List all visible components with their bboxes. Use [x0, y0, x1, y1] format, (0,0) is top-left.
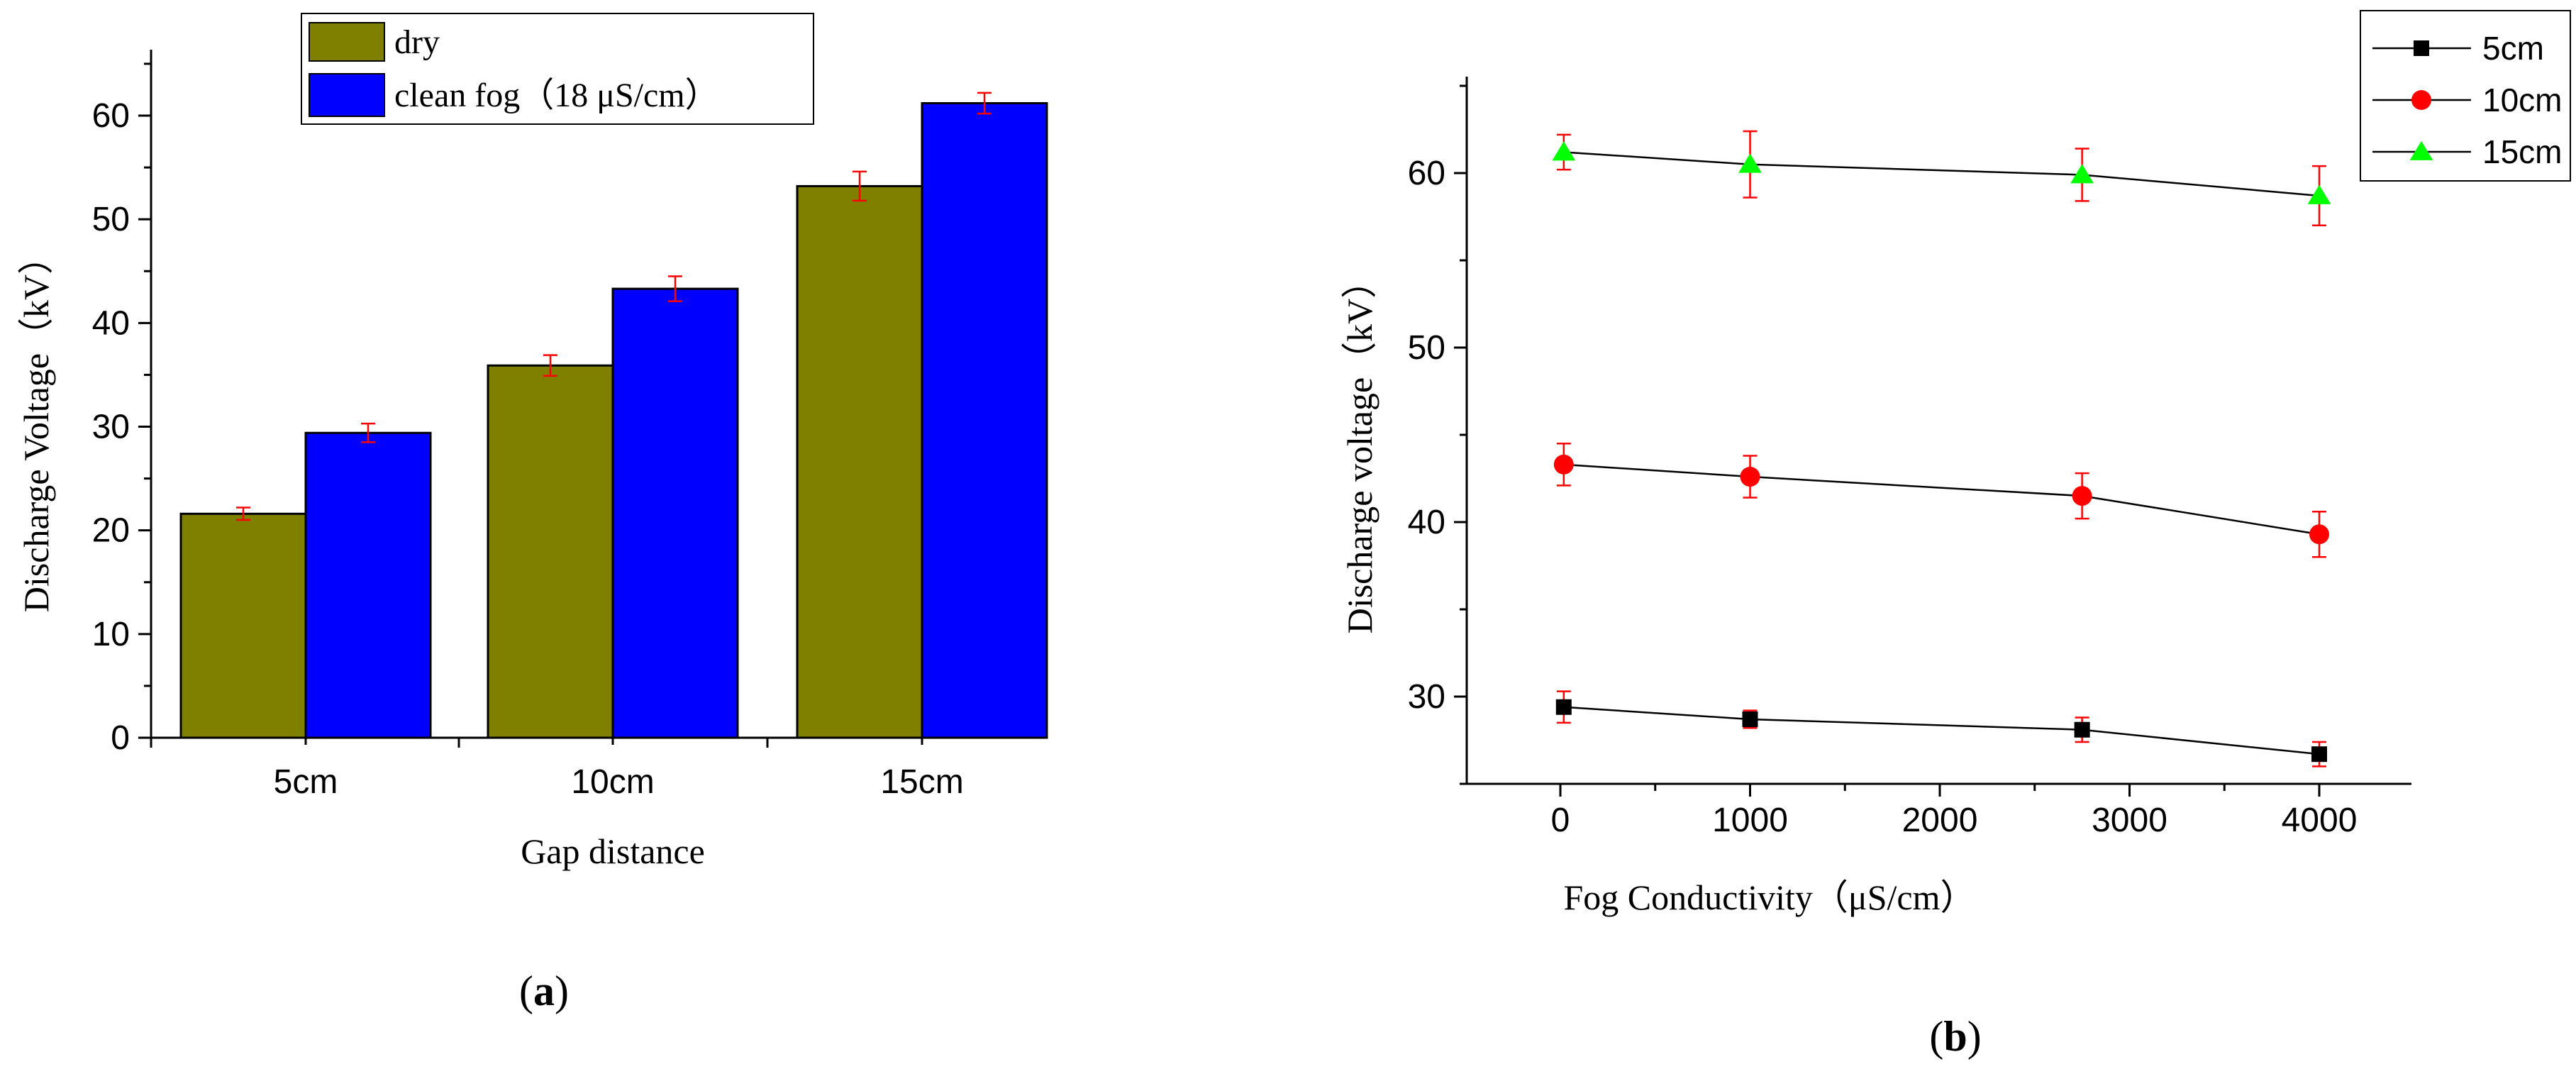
b-point-5cm-2 [2074, 721, 2090, 738]
b-point-10cm-0 [1553, 454, 1574, 475]
error-bar-dry-5cm [236, 506, 250, 521]
bar-dry-5cm [179, 512, 307, 739]
b-y-tick-label-30: 30 [1408, 678, 1445, 716]
b-x-tick-label-1000: 1000 [1712, 802, 1788, 839]
a-legend-label-dry: dry [394, 23, 440, 61]
bar-clean-fog-5cm [304, 431, 432, 739]
b-point-15cm-0 [1552, 141, 1576, 161]
b-y-tick-label-40: 40 [1408, 504, 1445, 541]
b-series-line-10cm [1563, 463, 2320, 536]
a-x-tick-label-10cm: 10cm [571, 763, 654, 801]
error-bar-clean-fog-10cm [668, 275, 682, 302]
b-panel-letter: b [1943, 1013, 1967, 1060]
b-y-axis-label: Discharge voltage（kV） [1340, 263, 1379, 634]
a-y-tick-label-60: 60 [92, 97, 130, 135]
a-x-tick-label-15cm: 15cm [880, 763, 963, 801]
bar-clean-fog-15cm [921, 101, 1048, 739]
a-panel-label: (a) [519, 968, 569, 1014]
b-x-tick-label-0: 0 [1551, 802, 1570, 839]
a-legend: dry clean fog（18 μS/cm） [301, 13, 814, 125]
b-point-10cm-1 [1740, 467, 1760, 487]
b-point-10cm-3 [2309, 524, 2329, 545]
b-x-tick-label-3000: 3000 [2092, 802, 2167, 839]
a-y-tick-label-30: 30 [92, 409, 130, 446]
b-point-15cm-3 [2307, 184, 2331, 204]
b-legend-label-15cm: 15cm [2482, 133, 2562, 170]
bar-chart-panel-a: 0 10 20 30 40 50 60 5cm 10cm 15cm Gap distance Di… [16, 13, 1048, 1014]
b-point-5cm-1 [1742, 711, 1758, 727]
b-point-15cm-1 [1738, 153, 1762, 173]
b-legend-label-5cm: 5cm [2482, 30, 2544, 67]
a-x-axis-label: Gap distance [521, 831, 705, 871]
b-x-axis-label: Fog Conductivity（μS/cm） [1563, 877, 1975, 917]
a-legend-label-clean-fog: clean fog（18 μS/cm） [394, 77, 719, 114]
b-series-line-15cm [1563, 151, 2320, 197]
a-y-tick-label-0: 0 [111, 719, 130, 757]
line-chart-panel-b: 30 40 50 60 0 1000 2000 3000 4000 Fog Conductivi… [1340, 10, 2571, 1060]
bar-dry-10cm [487, 364, 614, 739]
a-y-tick-label-40: 40 [92, 304, 130, 342]
a-y-tick-label-50: 50 [92, 201, 130, 238]
a-y-tick-label-20: 20 [92, 512, 130, 550]
error-bar-dry-15cm [853, 170, 867, 202]
a-legend-swatch-dry [309, 22, 385, 62]
b-series-line-5cm [1563, 706, 2320, 755]
b-legend-marker-15cm [2409, 140, 2433, 160]
b-point-15cm-2 [2070, 164, 2094, 184]
b-legend-marker-10cm [2411, 90, 2431, 110]
b-x-tick-label-4000: 4000 [2282, 802, 2358, 839]
b-point-5cm-0 [1555, 699, 1572, 715]
a-x-tick-label-5cm: 5cm [274, 763, 338, 801]
b-point-5cm-3 [2311, 746, 2327, 763]
a-y-axis-label: Discharge Voltage（kV） [16, 239, 56, 612]
a-legend-swatch-clean-fog [309, 73, 385, 117]
bar-dry-15cm [796, 184, 923, 739]
b-legend: 5cm 10cm 15cm [2360, 10, 2571, 182]
a-panel-letter: a [533, 968, 555, 1014]
error-bar-dry-10cm [543, 354, 557, 377]
error-bar-clean-fog-15cm [977, 92, 992, 115]
b-point-10cm-2 [2072, 486, 2092, 506]
a-y-tick-label-10: 10 [92, 616, 130, 653]
b-panel-label: (b) [1929, 1013, 1981, 1060]
b-legend-label-10cm: 10cm [2482, 82, 2562, 118]
bar-clean-fog-10cm [611, 287, 739, 739]
b-y-tick-label-60: 60 [1408, 155, 1445, 192]
error-bar-clean-fog-5cm [361, 422, 375, 443]
b-x-tick-label-2000: 2000 [1902, 802, 1978, 839]
b-legend-marker-5cm [2414, 40, 2429, 56]
b-y-tick-label-50: 50 [1408, 329, 1445, 367]
